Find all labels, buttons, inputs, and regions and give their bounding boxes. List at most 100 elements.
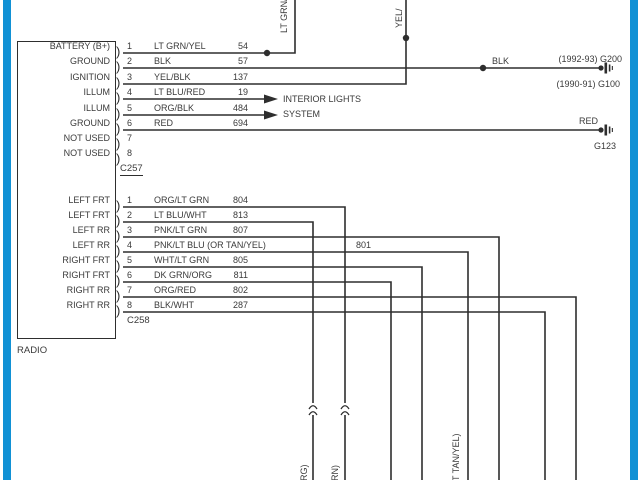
- connector-pin-bracket: ): [116, 136, 121, 151]
- ground-id-g100: (1990-91) G100: [556, 79, 620, 89]
- wire-color-label: ORG/BLK: [154, 103, 195, 113]
- wire-color-label: PNK/LT GRN: [154, 225, 208, 235]
- connector-pin-bracket: ): [116, 213, 121, 228]
- blk-wire-label: BLK: [492, 56, 510, 66]
- pin-function-left-rr: LEFT RR: [72, 225, 110, 235]
- connector-name-c257: C257: [120, 163, 143, 176]
- circuit-number: 137: [232, 72, 248, 82]
- pin-function-illum: ILLUM: [83, 87, 110, 97]
- pin-number: 5: [127, 255, 133, 265]
- pin-number: 4: [127, 87, 133, 97]
- connector-pin-bracket: ): [116, 151, 121, 166]
- wire-break-icon: [340, 403, 350, 416]
- ground-id-g200: (1992-93) G200: [558, 54, 622, 64]
- pin-function-left-rr: LEFT RR: [72, 240, 110, 250]
- wire-c258-pin8-blk-wht: [123, 311, 546, 480]
- wire-c258-pin7-org-red: [123, 296, 577, 480]
- circuit-number: 484: [232, 103, 248, 113]
- connector-pin-bracket: ): [116, 198, 121, 213]
- splice-dot-icon: [263, 49, 271, 57]
- wire-color-label: RED: [154, 118, 174, 128]
- wire-color-label: LT BLU/RED: [154, 87, 206, 97]
- splice-dot-icon: [402, 34, 410, 42]
- pin-number: 8: [127, 148, 133, 158]
- pin-number: 4: [127, 240, 133, 250]
- pin-function-right-frt: RIGHT FRT: [62, 255, 110, 265]
- pin-function-right-frt: RIGHT FRT: [62, 270, 110, 280]
- pin-function-illum: ILLUM: [83, 103, 110, 113]
- pin-number: 5: [127, 103, 133, 113]
- circuit-number-offset: 801: [356, 240, 372, 250]
- pin-number: 1: [127, 195, 133, 205]
- interior-lights-label-line2: SYSTEM: [283, 109, 321, 119]
- wire-c258-pin6-dk-grn-org: [123, 281, 392, 480]
- pin-function-right-rr: RIGHT RR: [66, 300, 110, 310]
- interior-lights-label: INTERIOR LIGHTS: [283, 94, 362, 104]
- ground-symbol-icon: [598, 62, 613, 74]
- circuit-number: 813: [232, 210, 248, 220]
- wire-color-label: LT BLU/WHT: [154, 210, 207, 220]
- wire-color-label: BLK: [154, 56, 172, 66]
- circuit-number: 807: [232, 225, 248, 235]
- ground-symbol-icon: [598, 124, 613, 136]
- connector-pin-bracket: ): [116, 44, 121, 59]
- wire-color-label: ORG/LT GRN: [154, 195, 210, 205]
- connector-pin-bracket: ): [116, 121, 121, 136]
- pin-function-ground: GROUND: [70, 118, 110, 128]
- wire-c257-pin3-yel-blk: [123, 0, 407, 85]
- connector-pin-bracket: ): [116, 106, 121, 121]
- pin-number: 3: [127, 72, 133, 82]
- pin-function-not-used: NOT USED: [63, 133, 110, 143]
- wire-color-label: DK GRN/ORG: [154, 270, 213, 280]
- pin-number: 1: [127, 41, 133, 51]
- circuit-number: 802: [232, 285, 248, 295]
- vertical-wire-label-fragment: RN): [330, 465, 340, 480]
- vertical-wire-label-fragment: RG): [299, 464, 309, 480]
- wire-c258-pin1-org-lt-grn: [123, 206, 346, 480]
- connector-pin-bracket: ): [116, 258, 121, 273]
- radio-label: RADIO: [17, 345, 48, 356]
- wire-c258-pin4-pnk-lt-blu: [123, 251, 469, 480]
- connector-pin-bracket: ): [116, 90, 121, 105]
- wire-color-label: BLK/WHT: [154, 300, 195, 310]
- splice-dot-icon: [479, 64, 487, 72]
- pin-function-not-used: NOT USED: [63, 148, 110, 158]
- vertical-wire-label-yel: YEL/: [394, 8, 404, 28]
- circuit-number: 805: [232, 255, 248, 265]
- wire-break-icon: [308, 403, 318, 416]
- arrow-icon: [264, 94, 278, 104]
- pin-number: 3: [127, 225, 133, 235]
- left-border-bar: [3, 0, 11, 480]
- wire-color-label: ORG/RED: [154, 285, 197, 295]
- pin-function-left-frt: LEFT FRT: [68, 210, 110, 220]
- vertical-wire-label-lt-grn: LT GRN/: [279, 0, 289, 33]
- wire-c258-pin5-wht-lt-grn: [123, 266, 423, 480]
- right-border-bar: [630, 0, 638, 480]
- circuit-number: 54: [237, 41, 248, 51]
- pin-number: 2: [127, 56, 133, 66]
- ground-id-g123: G123: [594, 141, 617, 151]
- circuit-number: 694: [232, 118, 248, 128]
- pin-function-ground: GROUND: [70, 56, 110, 66]
- connector-pin-bracket: ): [116, 288, 121, 303]
- pin-number: 6: [127, 270, 133, 280]
- connector-pin-bracket: ): [116, 303, 121, 318]
- circuit-number: 19: [237, 87, 248, 97]
- connector-pin-bracket: ): [116, 273, 121, 288]
- wire-color-label: LT GRN/YEL: [154, 41, 206, 51]
- circuit-number: 811: [233, 270, 248, 280]
- wire-c257-pin1-lt-grn-yel: [123, 0, 296, 54]
- wire-color-label: PNK/LT BLU (OR TAN/YEL): [154, 240, 266, 250]
- connector-name-c258: C258: [127, 315, 150, 326]
- circuit-number: 804: [232, 195, 248, 205]
- wire-color-label: YEL/BLK: [154, 72, 191, 82]
- wire-c258-pin2-lt-blu-wht: [123, 221, 314, 480]
- wire-c258-pin3-pnk-lt-grn: [123, 236, 500, 480]
- radio-component-box: [17, 41, 116, 339]
- circuit-number: 57: [237, 56, 248, 66]
- pin-number: 7: [127, 133, 133, 143]
- connector-pin-bracket: ): [116, 75, 121, 90]
- circuit-number: 287: [232, 300, 248, 310]
- pin-function-left-frt: LEFT FRT: [68, 195, 110, 205]
